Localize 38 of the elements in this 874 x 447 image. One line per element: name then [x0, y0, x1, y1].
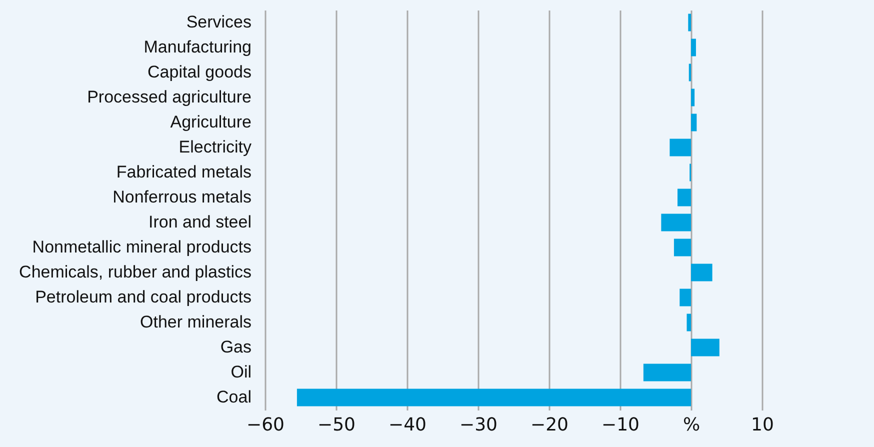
y-tick-label: Other minerals — [140, 312, 252, 332]
bar — [296, 388, 691, 406]
y-tick-label: Fabricated metals — [116, 162, 252, 182]
y-tick-label: Coal — [216, 388, 252, 406]
y-tick-label: Chemicals, rubber and plastics — [19, 262, 252, 282]
y-tick-label: Processed agriculture — [87, 88, 252, 106]
y-tick-label: Petroleum and coal products — [35, 288, 252, 306]
bar — [661, 214, 691, 232]
y-tick-label: Electricity — [178, 138, 252, 156]
bar — [691, 38, 696, 56]
bar — [680, 288, 691, 306]
x-tick-label: −40 — [388, 414, 426, 436]
bar — [643, 364, 691, 382]
bar — [678, 188, 691, 206]
y-tick-label: Capital goods — [148, 62, 252, 82]
x-tick-label: −10 — [602, 414, 640, 436]
y-tick-label: Nonferrous metals — [112, 188, 252, 206]
x-tick-label: −60 — [246, 414, 284, 436]
y-tick-label: Manufacturing — [144, 38, 252, 56]
bar — [686, 314, 691, 332]
bar — [674, 238, 691, 256]
y-tick-label: Gas — [220, 338, 252, 356]
y-tick-label: Nonmetallic mineral products — [32, 238, 252, 256]
y-tick-label: Iron and steel — [148, 212, 252, 232]
bar — [670, 138, 691, 156]
bar — [691, 264, 712, 282]
x-tick-label: −20 — [530, 414, 568, 436]
bar — [691, 338, 720, 356]
x-tick-label: % — [682, 414, 700, 436]
y-tick-label: Oil — [230, 362, 252, 382]
bar — [691, 88, 695, 106]
bar — [691, 114, 697, 132]
x-tick-label: −50 — [318, 414, 356, 436]
x-tick-label: −30 — [460, 414, 498, 436]
x-tick-label: 10 — [751, 414, 774, 436]
y-tick-label: Agriculture — [170, 112, 252, 132]
bar — [688, 14, 691, 32]
y-tick-label: Services — [186, 12, 252, 32]
